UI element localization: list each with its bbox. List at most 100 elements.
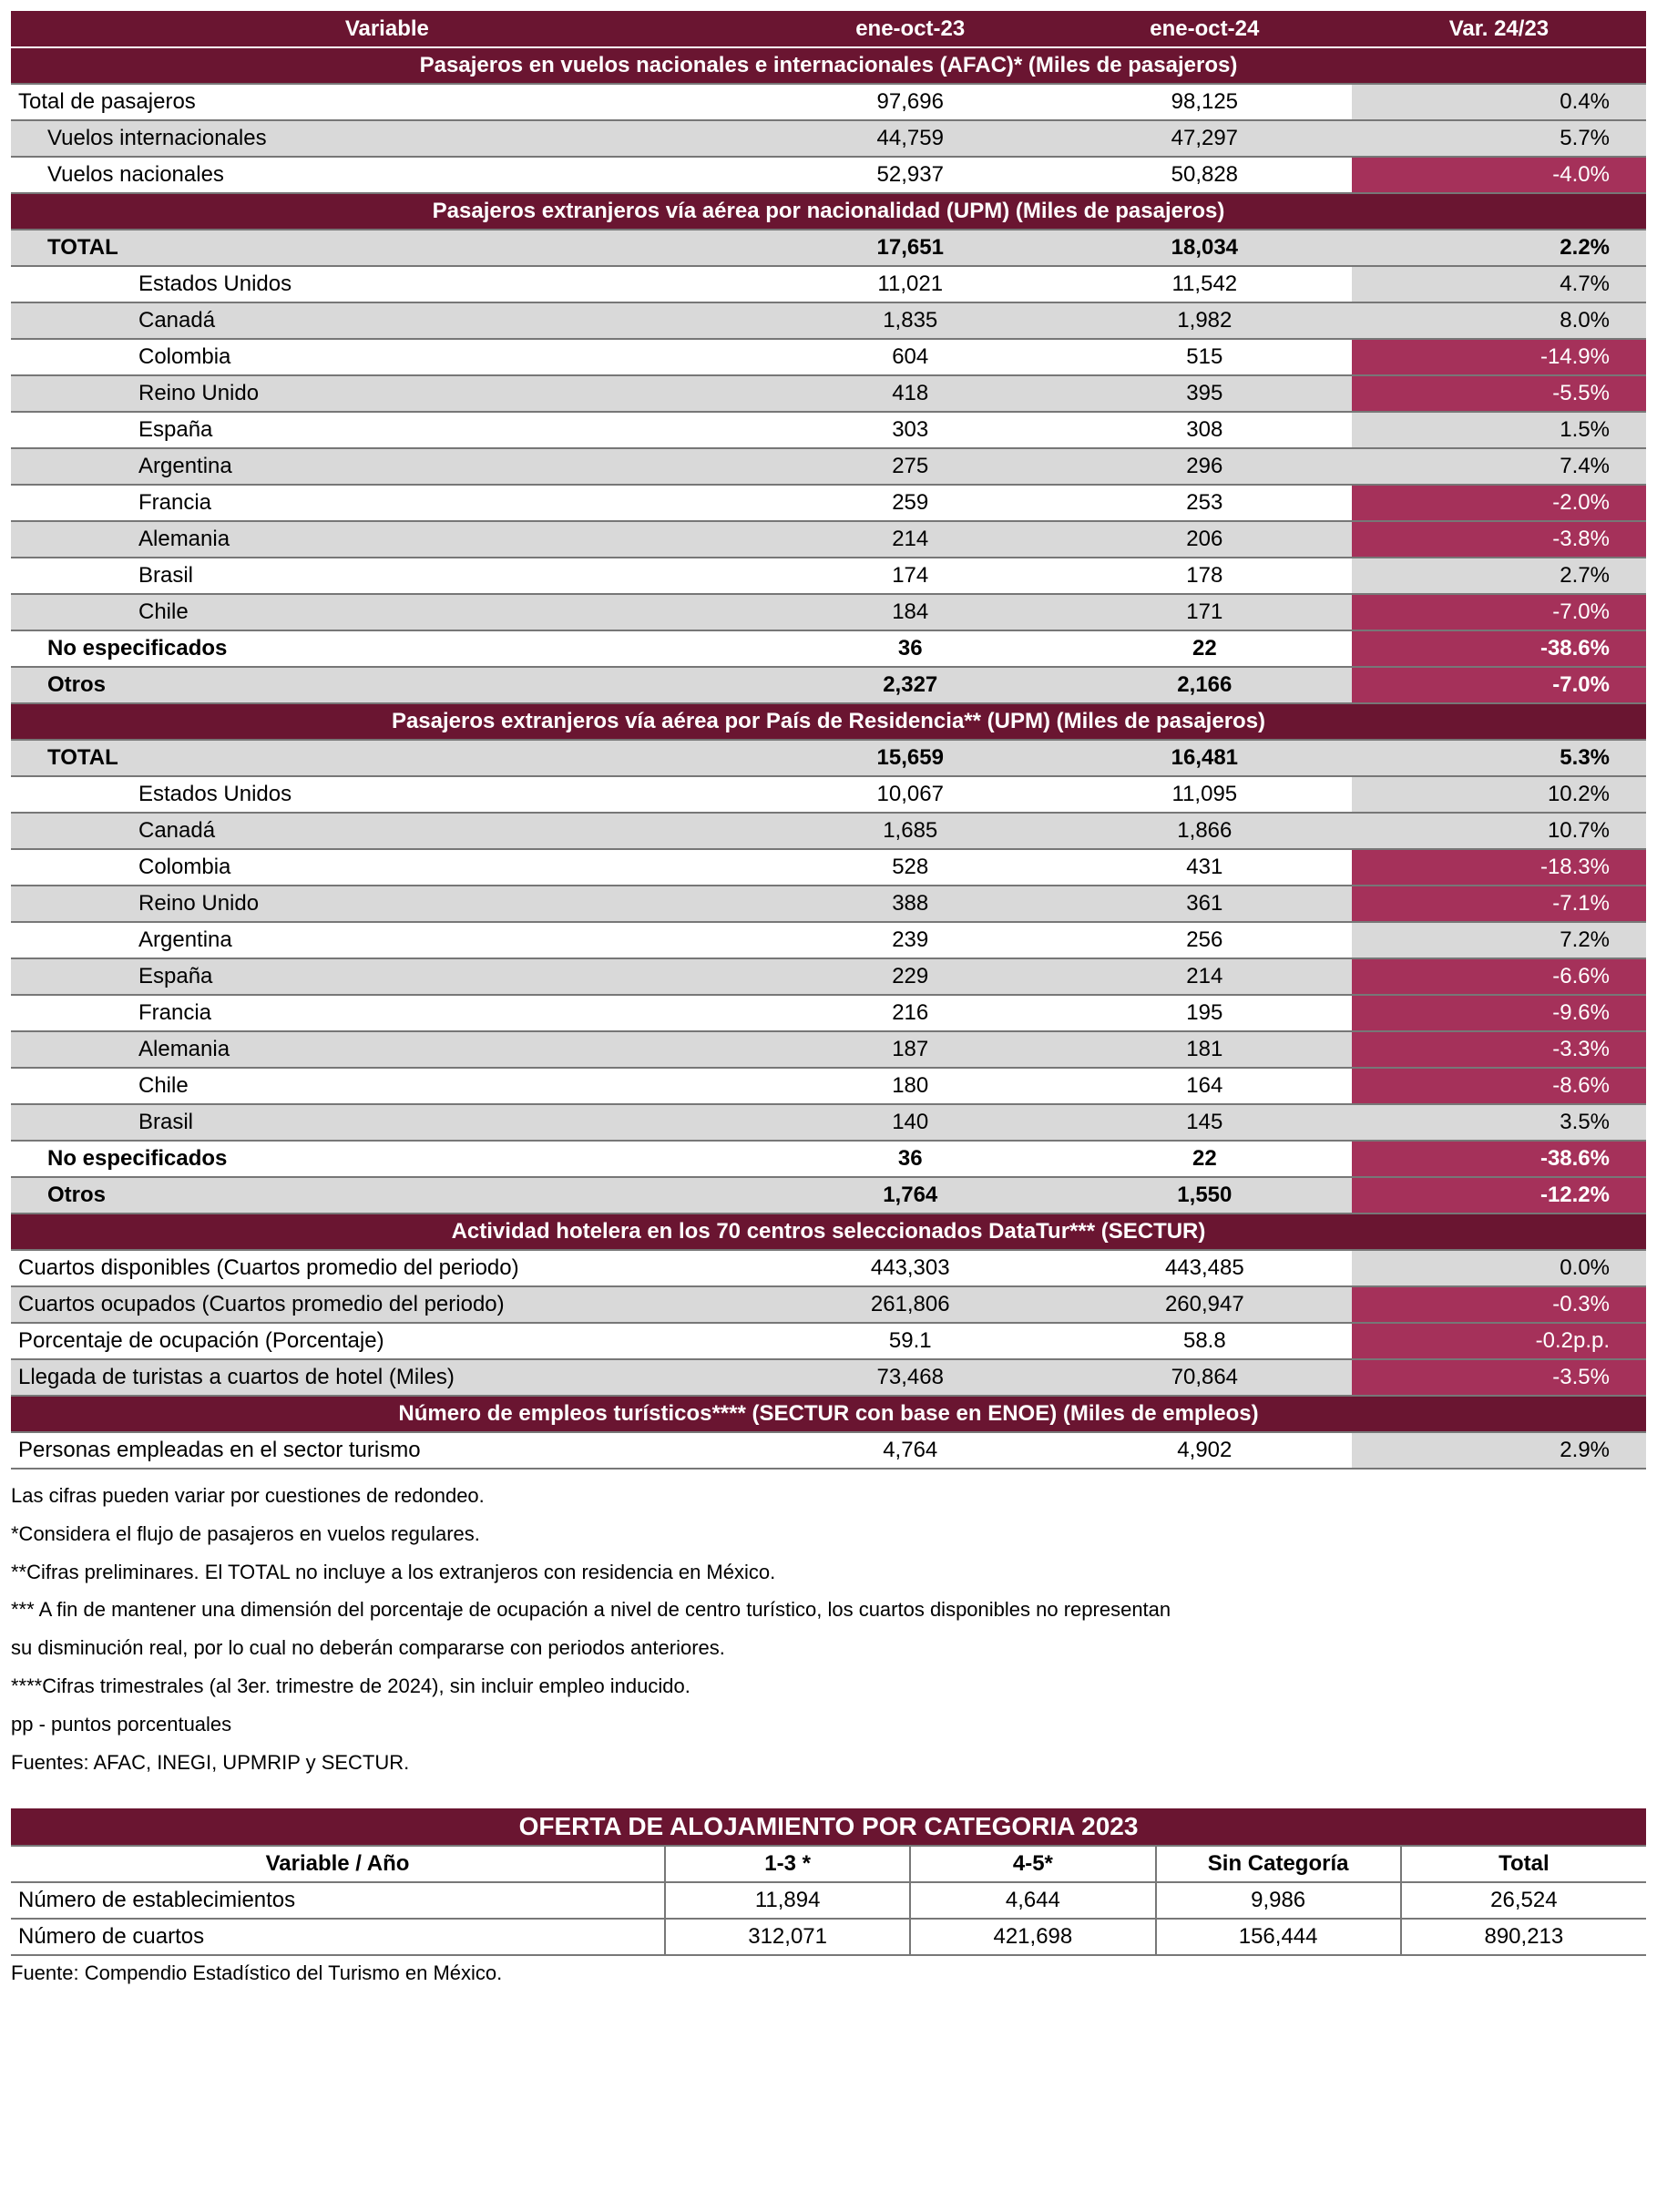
section-header: Pasajeros extranjeros vía aérea por naci… bbox=[11, 193, 1646, 230]
footnote-line: **Cifras preliminares. El TOTAL no inclu… bbox=[11, 1553, 1646, 1592]
value-variation: 10.7% bbox=[1352, 813, 1646, 849]
value-variation: -9.6% bbox=[1352, 995, 1646, 1031]
row-label: Reino Unido bbox=[11, 886, 763, 922]
row-label: Colombia bbox=[11, 849, 763, 886]
value-b: 70,864 bbox=[1058, 1359, 1352, 1396]
value-a: 1,685 bbox=[763, 813, 1058, 849]
value-variation: -2.0% bbox=[1352, 485, 1646, 521]
value-variation: -7.0% bbox=[1352, 594, 1646, 630]
row-label: España bbox=[11, 412, 763, 448]
col-sin-cat: Sin Categoría bbox=[1156, 1846, 1401, 1882]
value-b: 47,297 bbox=[1058, 120, 1352, 157]
lodging-source: Fuente: Compendio Estadístico del Turism… bbox=[11, 1961, 1646, 1985]
value-b: 1,550 bbox=[1058, 1177, 1352, 1214]
value-variation: -4.0% bbox=[1352, 157, 1646, 193]
row-label: Francia bbox=[11, 485, 763, 521]
value-b: 206 bbox=[1058, 521, 1352, 558]
value-a: 2,327 bbox=[763, 667, 1058, 703]
value-b: 171 bbox=[1058, 594, 1352, 630]
value-b: 11,542 bbox=[1058, 266, 1352, 302]
footnote-line: Fuentes: AFAC, INEGI, UPMRIP y SECTUR. bbox=[11, 1744, 1646, 1782]
footnote-line: *** A fin de mantener una dimensión del … bbox=[11, 1591, 1646, 1629]
value-variation: -0.3% bbox=[1352, 1286, 1646, 1323]
value-b: 296 bbox=[1058, 448, 1352, 485]
value-b: 443,485 bbox=[1058, 1250, 1352, 1286]
row-label: Francia bbox=[11, 995, 763, 1031]
value-variation: 5.3% bbox=[1352, 740, 1646, 776]
col-variable: Variable bbox=[11, 11, 763, 47]
lodging-val: 890,213 bbox=[1401, 1919, 1646, 1955]
value-a: 180 bbox=[763, 1068, 1058, 1104]
value-b: 178 bbox=[1058, 558, 1352, 594]
col-period-a: ene-oct-23 bbox=[763, 11, 1058, 47]
row-label: TOTAL bbox=[11, 740, 763, 776]
value-variation: -7.1% bbox=[1352, 886, 1646, 922]
row-label: Alemania bbox=[11, 1031, 763, 1068]
value-a: 97,696 bbox=[763, 84, 1058, 120]
value-a: 214 bbox=[763, 521, 1058, 558]
value-a: 1,835 bbox=[763, 302, 1058, 339]
col-var-year: Variable / Año bbox=[11, 1846, 665, 1882]
value-a: 184 bbox=[763, 594, 1058, 630]
value-a: 11,021 bbox=[763, 266, 1058, 302]
lodging-val: 156,444 bbox=[1156, 1919, 1401, 1955]
value-a: 44,759 bbox=[763, 120, 1058, 157]
value-variation: 8.0% bbox=[1352, 302, 1646, 339]
value-variation: 0.0% bbox=[1352, 1250, 1646, 1286]
value-b: 2,166 bbox=[1058, 667, 1352, 703]
footnote-line: su disminución real, por lo cual no debe… bbox=[11, 1629, 1646, 1667]
section-header: Número de empleos turísticos**** (SECTUR… bbox=[11, 1396, 1646, 1432]
value-b: 98,125 bbox=[1058, 84, 1352, 120]
value-variation: 7.2% bbox=[1352, 922, 1646, 958]
value-a: 15,659 bbox=[763, 740, 1058, 776]
row-label: Otros bbox=[11, 667, 763, 703]
value-b: 256 bbox=[1058, 922, 1352, 958]
value-a: 17,651 bbox=[763, 230, 1058, 266]
value-variation: -5.5% bbox=[1352, 375, 1646, 412]
value-b: 16,481 bbox=[1058, 740, 1352, 776]
value-variation: 0.4% bbox=[1352, 84, 1646, 120]
value-b: 4,902 bbox=[1058, 1432, 1352, 1469]
lodging-val: 11,894 bbox=[665, 1882, 910, 1919]
value-a: 4,764 bbox=[763, 1432, 1058, 1469]
row-label: Alemania bbox=[11, 521, 763, 558]
lodging-val: 26,524 bbox=[1401, 1882, 1646, 1919]
section-header: Pasajeros en vuelos nacionales e interna… bbox=[11, 47, 1646, 84]
section-header: Actividad hotelera en los 70 centros sel… bbox=[11, 1214, 1646, 1250]
value-b: 1,982 bbox=[1058, 302, 1352, 339]
section-header: Pasajeros extranjeros vía aérea por País… bbox=[11, 703, 1646, 740]
value-variation: -14.9% bbox=[1352, 339, 1646, 375]
value-variation: -3.3% bbox=[1352, 1031, 1646, 1068]
value-b: 22 bbox=[1058, 630, 1352, 667]
row-label: España bbox=[11, 958, 763, 995]
footnote-line: *Considera el flujo de pasajeros en vuel… bbox=[11, 1515, 1646, 1553]
row-label: Llegada de turistas a cuartos de hotel (… bbox=[11, 1359, 763, 1396]
row-label: No especificados bbox=[11, 1141, 763, 1177]
value-b: 195 bbox=[1058, 995, 1352, 1031]
value-variation: -12.2% bbox=[1352, 1177, 1646, 1214]
row-label: Colombia bbox=[11, 339, 763, 375]
row-label: Chile bbox=[11, 594, 763, 630]
lodging-title: OFERTA DE ALOJAMIENTO POR CATEGORIA 2023 bbox=[11, 1808, 1646, 1846]
value-variation: -6.6% bbox=[1352, 958, 1646, 995]
col-1-3: 1-3 * bbox=[665, 1846, 910, 1882]
value-b: 253 bbox=[1058, 485, 1352, 521]
value-variation: 1.5% bbox=[1352, 412, 1646, 448]
value-a: 174 bbox=[763, 558, 1058, 594]
row-label: Total de pasajeros bbox=[11, 84, 763, 120]
value-a: 73,468 bbox=[763, 1359, 1058, 1396]
col-period-b: ene-oct-24 bbox=[1058, 11, 1352, 47]
value-b: 11,095 bbox=[1058, 776, 1352, 813]
row-label: TOTAL bbox=[11, 230, 763, 266]
row-label: Reino Unido bbox=[11, 375, 763, 412]
row-label: No especificados bbox=[11, 630, 763, 667]
value-b: 395 bbox=[1058, 375, 1352, 412]
value-b: 515 bbox=[1058, 339, 1352, 375]
lodging-val: 312,071 bbox=[665, 1919, 910, 1955]
row-label: Cuartos ocupados (Cuartos promedio del p… bbox=[11, 1286, 763, 1323]
row-label: Brasil bbox=[11, 1104, 763, 1141]
value-a: 10,067 bbox=[763, 776, 1058, 813]
value-variation: -3.8% bbox=[1352, 521, 1646, 558]
value-a: 36 bbox=[763, 1141, 1058, 1177]
value-a: 239 bbox=[763, 922, 1058, 958]
